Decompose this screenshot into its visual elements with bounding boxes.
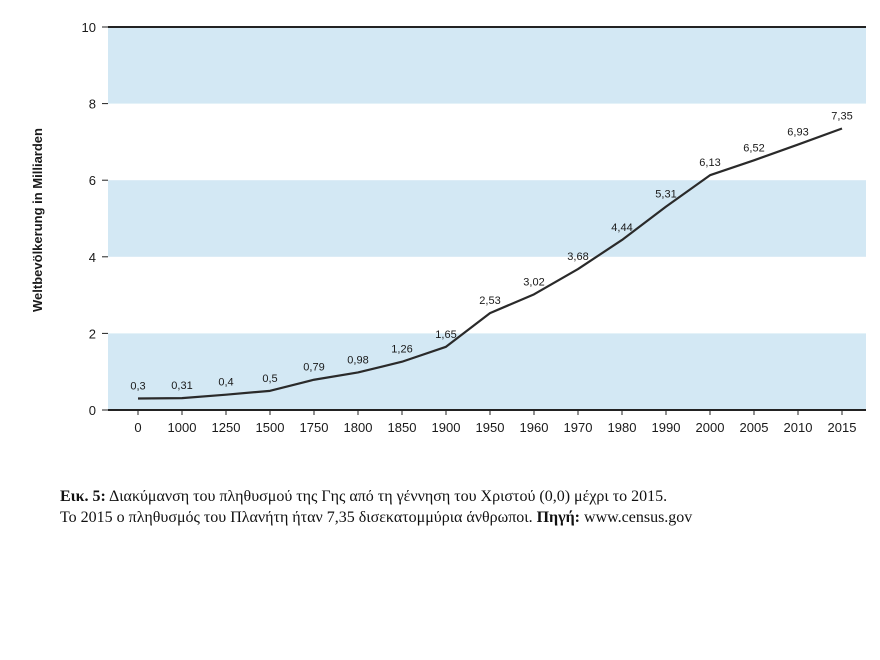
- figure-caption: Εικ. 5: Διακύμανση του πληθυσμού της Γης…: [60, 486, 860, 528]
- y-tick-label: 6: [89, 173, 96, 188]
- population-line: [137, 127, 843, 400]
- data-label: 0,5: [262, 373, 277, 385]
- x-tick-label: 1990: [652, 420, 681, 435]
- data-label: 0,79: [303, 362, 324, 374]
- caption-line-1: Εικ. 5: Διακύμανση του πληθυσμού της Γης…: [60, 486, 860, 507]
- data-label: 1,26: [391, 344, 412, 356]
- x-tick-label: 1500: [256, 420, 285, 435]
- data-label: 6,13: [699, 157, 720, 169]
- x-tick-labels: 0 1000 1250 1500 1750 1800 1850 1900 1950 1960 197…: [134, 420, 856, 435]
- population-chart: 0 2 4 6 8 10 0 1000 1250 1500 1750 1800 1850 1900 195…: [30, 20, 866, 435]
- x-tick-label: 2005: [740, 420, 769, 435]
- grid-band: [108, 27, 866, 104]
- x-tick-label: 1850: [388, 420, 417, 435]
- chart-svg: 0 2 4 6 8 10 0 1000 1250 1500 1750 1800 1850 1900 195…: [30, 20, 866, 435]
- x-tick-label: 1750: [300, 420, 329, 435]
- caption-source-url: www.census.gov: [580, 509, 693, 526]
- x-tick-label: 1250: [212, 420, 241, 435]
- y-tick-label: 2: [89, 326, 96, 341]
- y-tick-label: 0: [89, 403, 96, 418]
- data-label: 0,3: [130, 381, 145, 393]
- caption-line-2: Το 2015 ο πληθυσμός του Πλανήτη ήταν 7,3…: [60, 507, 860, 528]
- x-tick-label: 1970: [564, 420, 593, 435]
- caption-description: Διακύμανση του πληθυσμού της Γης από τη …: [105, 488, 668, 505]
- x-tick-label: 1950: [476, 420, 505, 435]
- caption-population-note: Το 2015 ο πληθυσμός του Πλανήτη ήταν 7,3…: [60, 509, 537, 526]
- axes: [102, 26, 866, 415]
- x-tick-label: 2010: [784, 420, 813, 435]
- data-label: 1,65: [435, 329, 456, 341]
- grid-band: [108, 180, 866, 257]
- y-tick-label: 8: [89, 97, 96, 112]
- data-label: 0,98: [347, 354, 368, 366]
- grid-band: [108, 333, 866, 410]
- x-tick-label: 1000: [168, 420, 197, 435]
- y-tick-label: 10: [82, 20, 96, 35]
- y-axis-title: Weltbevölkerung in Milliarden: [30, 128, 45, 312]
- grid-bands: [108, 27, 866, 410]
- data-label: 4,44: [611, 222, 632, 234]
- x-tick-label: 1980: [608, 420, 637, 435]
- data-label: 0,31: [171, 380, 192, 392]
- x-tick-label: 1800: [344, 420, 373, 435]
- data-label: 0,4: [218, 377, 233, 389]
- data-labels: 0,3 0,31 0,4 0,5 0,79 0,98 1,26 1,65 2,53 3,02 3,6…: [130, 110, 852, 392]
- caption-source-label: Πηγή:: [536, 509, 581, 526]
- data-label: 2,53: [479, 295, 500, 307]
- x-tick-label: 2000: [696, 420, 725, 435]
- data-label: 3,02: [523, 276, 544, 288]
- caption-figure-number: Εικ. 5:: [60, 488, 106, 505]
- x-tick-label: 1900: [432, 420, 461, 435]
- y-tick-label: 4: [89, 250, 96, 265]
- data-label: 3,68: [567, 251, 588, 263]
- data-label: 7,35: [831, 110, 852, 122]
- data-label: 6,52: [743, 142, 764, 154]
- x-tick-label: 1960: [520, 420, 549, 435]
- x-tick-label: 0: [134, 420, 141, 435]
- y-tick-labels: 0 2 4 6 8 10: [82, 20, 96, 418]
- data-label: 6,93: [787, 127, 808, 139]
- data-label: 5,31: [655, 189, 676, 201]
- x-tick-label: 2015: [828, 420, 857, 435]
